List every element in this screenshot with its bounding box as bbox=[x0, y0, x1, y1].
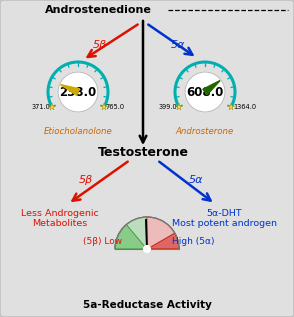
Text: 5β: 5β bbox=[79, 175, 93, 185]
Polygon shape bbox=[61, 85, 79, 95]
Text: 5α-DHT: 5α-DHT bbox=[206, 210, 242, 218]
Text: 1364.0: 1364.0 bbox=[233, 104, 256, 110]
Text: Androsterone: Androsterone bbox=[176, 127, 234, 136]
Text: 238.0: 238.0 bbox=[59, 86, 97, 99]
Wedge shape bbox=[115, 224, 147, 249]
Text: Testosterone: Testosterone bbox=[98, 146, 188, 158]
Wedge shape bbox=[126, 217, 147, 249]
Text: 399.0: 399.0 bbox=[158, 104, 177, 110]
Text: 608.0: 608.0 bbox=[186, 86, 224, 99]
Text: Metabolites: Metabolites bbox=[32, 219, 88, 229]
Polygon shape bbox=[203, 81, 220, 95]
Text: Androstenedione: Androstenedione bbox=[45, 5, 151, 15]
Text: 765.0: 765.0 bbox=[106, 104, 125, 110]
Wedge shape bbox=[147, 233, 179, 249]
Circle shape bbox=[143, 245, 151, 253]
Text: 5α: 5α bbox=[171, 40, 185, 50]
Text: Etiocholanolone: Etiocholanolone bbox=[44, 127, 112, 136]
Text: 5α: 5α bbox=[189, 175, 203, 185]
Wedge shape bbox=[115, 217, 179, 249]
Text: 5β: 5β bbox=[93, 40, 107, 50]
Circle shape bbox=[58, 72, 98, 112]
Text: Less Androgenic: Less Androgenic bbox=[21, 210, 99, 218]
Text: (5β) Low: (5β) Low bbox=[83, 236, 123, 245]
Wedge shape bbox=[147, 217, 175, 249]
Circle shape bbox=[185, 72, 225, 112]
Text: 5a-Reductase Activity: 5a-Reductase Activity bbox=[83, 300, 211, 310]
Text: High (5α): High (5α) bbox=[172, 236, 214, 245]
Text: 371.0: 371.0 bbox=[31, 104, 50, 110]
Text: Most potent androgen: Most potent androgen bbox=[171, 219, 276, 229]
